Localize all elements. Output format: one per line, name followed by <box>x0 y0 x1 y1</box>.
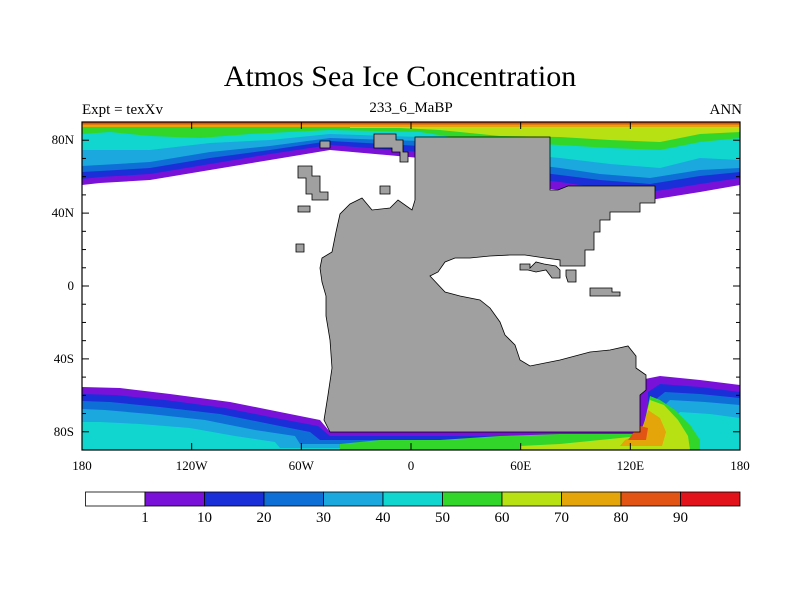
islet-e <box>295 243 305 253</box>
north-island-a <box>297 165 329 201</box>
colorbar-label-20: 20 <box>257 510 272 526</box>
islet-d <box>297 205 311 213</box>
colorbar-label-50: 50 <box>435 510 450 526</box>
period-label: 233_6_MaBP <box>369 100 453 116</box>
land-masses <box>295 133 656 433</box>
lon-label-120w: 120W <box>176 458 209 473</box>
colorbar-box-9 <box>620 491 681 507</box>
colorbar-box-0 <box>85 491 146 507</box>
season-label: ANN <box>709 102 743 118</box>
experiment-label: Expt = texXv <box>82 102 163 118</box>
ice-band-s-40-50 <box>82 412 740 450</box>
colorbar-label-60: 60 <box>495 510 510 526</box>
colorbar-label-90: 90 <box>673 510 688 526</box>
lon-label-60e: 60E <box>510 458 531 473</box>
colorbar-label-80: 80 <box>614 510 629 526</box>
island-i <box>589 287 621 297</box>
colorbar-box-1 <box>144 491 205 507</box>
colorbar-label-70: 70 <box>554 510 569 526</box>
lon-label-0: 0 <box>408 458 415 473</box>
island-g <box>519 261 561 279</box>
colorbar-labels: 1 10 20 30 40 50 60 70 80 90 <box>141 510 688 526</box>
ice-band-s-50-60 <box>340 396 700 450</box>
colorbar-label-10: 10 <box>197 510 212 526</box>
lon-label-180w: 180 <box>72 458 92 473</box>
map-plot <box>82 122 740 450</box>
lat-label-0: 0 <box>68 278 75 293</box>
lat-label-80n: 80N <box>52 132 75 147</box>
colorbar <box>85 491 741 507</box>
lon-label-60w: 60W <box>289 458 315 473</box>
colorbar-box-4 <box>323 491 384 507</box>
northern-sea-ice <box>82 122 740 200</box>
map-title: Atmos Sea Ice Concentration <box>223 60 577 93</box>
colorbar-label-30: 30 <box>316 510 331 526</box>
lon-label-180e: 180 <box>730 458 750 473</box>
colorbar-box-8 <box>561 491 622 507</box>
islet-f <box>379 185 391 195</box>
lat-label-80s: 80S <box>54 424 74 439</box>
colorbar-label-1: 1 <box>141 510 149 526</box>
colorbar-box-10 <box>680 491 741 507</box>
colorbar-box-5 <box>382 491 443 507</box>
island-h <box>565 269 577 283</box>
map-frame <box>81 121 741 451</box>
north-island-b <box>373 133 409 163</box>
main-continent <box>319 136 656 433</box>
lat-label-40n: 40N <box>52 205 75 220</box>
north-island-c <box>319 140 331 149</box>
colorbar-box-6 <box>442 491 503 507</box>
colorbar-label-40: 40 <box>376 510 391 526</box>
lat-axis-labels: 80N 40N 0 40S 80S <box>52 132 75 439</box>
ice-band-s-30-40 <box>82 400 740 450</box>
lon-label-120e: 120E <box>617 458 645 473</box>
colorbar-box-7 <box>501 491 562 507</box>
ice-band-s-80-90 <box>628 426 648 440</box>
southern-sea-ice <box>82 376 740 450</box>
lat-label-40s: 40S <box>54 351 74 366</box>
colorbar-box-3 <box>263 491 324 507</box>
lon-axis-labels: 180 120W 60W 0 60E 120E 180 <box>72 458 750 473</box>
colorbar-box-2 <box>204 491 265 507</box>
